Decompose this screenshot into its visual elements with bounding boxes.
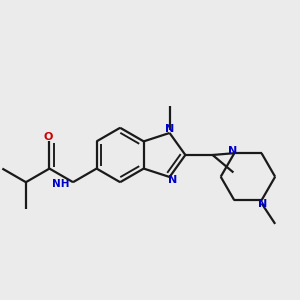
Text: NH: NH xyxy=(52,179,69,189)
Text: N: N xyxy=(168,175,177,184)
Text: O: O xyxy=(44,132,53,142)
Text: N: N xyxy=(258,199,267,208)
Text: N: N xyxy=(165,124,174,134)
Text: N: N xyxy=(228,146,237,156)
